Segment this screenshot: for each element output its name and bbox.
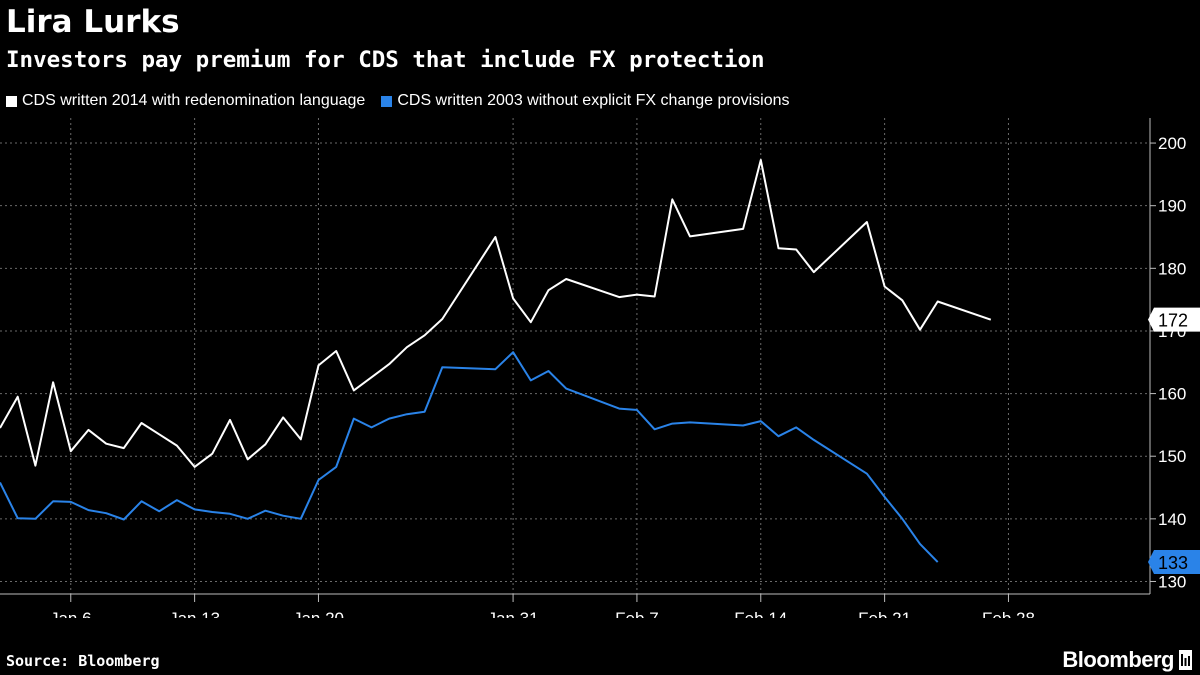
y-tick-label: 180 <box>1158 259 1186 278</box>
x-tick-label: Jan 13 <box>169 609 220 618</box>
series-end-label-1: 133 <box>1158 553 1188 573</box>
terminal-icon <box>1179 650 1192 670</box>
legend-swatch-2003 <box>381 95 393 107</box>
series-end-label-0: 172 <box>1158 311 1188 331</box>
chart-title: Lira Lurks <box>6 4 180 40</box>
source-note: Source: Bloomberg <box>6 652 160 670</box>
legend-item-2014: CDS written 2014 with redenomination lan… <box>6 92 365 110</box>
x-tick-label: Jan 6 <box>50 609 92 618</box>
line-chart: 130140150160170180190200Jan 6Jan 13Jan 2… <box>0 118 1200 618</box>
x-tick-label: Jan 31 <box>488 609 539 618</box>
y-tick-label: 200 <box>1158 134 1186 153</box>
legend: CDS written 2014 with redenomination lan… <box>6 89 806 113</box>
series-line-0 <box>0 159 992 468</box>
chart-subtitle: Investors pay premium for CDS that inclu… <box>6 47 765 73</box>
y-tick-label: 150 <box>1158 447 1186 466</box>
bloomberg-logo: Bloomberg <box>1062 645 1192 675</box>
series-line-1 <box>0 351 939 563</box>
y-tick-label: 190 <box>1158 197 1186 216</box>
series-end-badge-0 <box>1148 307 1200 332</box>
x-tick-label: Feb 21 <box>858 609 911 618</box>
legend-label-2003: CDS written 2003 without explicit FX cha… <box>397 92 790 109</box>
x-tick-label: Jan 20 <box>293 609 344 618</box>
legend-item-2003: CDS written 2003 without explicit FX cha… <box>381 92 790 110</box>
y-tick-label: 130 <box>1158 572 1186 591</box>
legend-label-2014: CDS written 2014 with redenomination lan… <box>22 92 366 109</box>
x-tick-label: Feb 7 <box>615 609 658 618</box>
brand-name: Bloomberg <box>1062 647 1174 672</box>
y-tick-label: 140 <box>1158 510 1186 529</box>
x-tick-label: Feb 28 <box>982 609 1035 618</box>
y-tick-label: 160 <box>1158 385 1186 404</box>
x-tick-label: Feb 14 <box>734 609 787 618</box>
series-end-badge-1 <box>1148 550 1200 575</box>
legend-swatch-2014 <box>6 95 17 107</box>
